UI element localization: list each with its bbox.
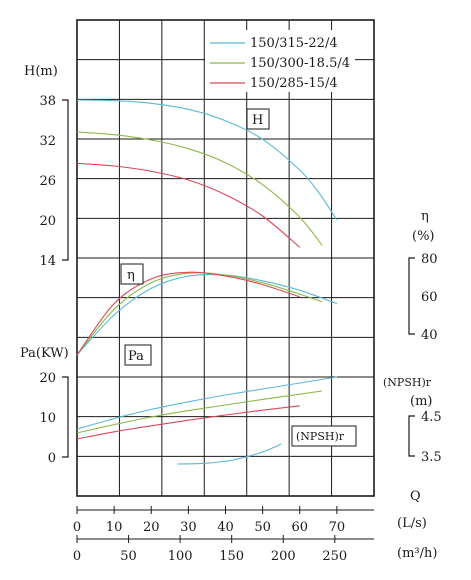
x-tick-label-m3h: 0 xyxy=(73,549,81,564)
power-tick-label: 10 xyxy=(39,411,56,426)
head-axis-ticks: 38 32 26 20 14 xyxy=(39,94,56,269)
x-tick-label-m3h: 100 xyxy=(168,549,193,564)
head-tick-label: 38 xyxy=(39,94,56,109)
power-curve-0 xyxy=(76,376,337,430)
power-tick-label: 20 xyxy=(39,371,56,386)
legend-label-2: 150/285-15/4 xyxy=(250,76,338,91)
plot-frame xyxy=(76,19,375,497)
x-axis-unit-ls: (L/s) xyxy=(397,516,427,531)
npsh-axis-unit: (m) xyxy=(410,394,432,409)
efficiency-curve-2 xyxy=(76,271,300,356)
efficiency-axis-unit: (%) xyxy=(412,229,435,244)
head-box-label: H xyxy=(246,108,270,130)
efficiency-axis-label: η xyxy=(421,209,429,224)
power-box-label: Pa xyxy=(124,344,152,366)
head-curve-0 xyxy=(76,99,338,221)
npsh-tick-label: 3.5 xyxy=(421,450,442,465)
efficiency-tick-label: 80 xyxy=(421,252,438,267)
efficiency-scale-bar xyxy=(408,257,415,335)
svg-text:H: H xyxy=(252,113,263,128)
head-tick-label: 32 xyxy=(39,134,56,149)
legend-label-1: 150/300-18.5/4 xyxy=(250,56,350,71)
x-axis-ticks-m3h: 0 50 100 150 200 250 xyxy=(73,535,347,564)
power-axis-ticks: 20 10 0 xyxy=(39,371,56,466)
legend: 150/315-22/4 150/300-18.5/4 150/285-15/4 xyxy=(205,30,355,92)
power-scale-bar xyxy=(62,376,69,458)
efficiency-tick-label: 40 xyxy=(421,328,438,343)
head-tick-label: 14 xyxy=(39,254,56,269)
npsh-curve xyxy=(177,443,282,465)
efficiency-curve-0 xyxy=(76,273,338,356)
head-tick-label: 26 xyxy=(39,174,56,189)
efficiency-curve-1 xyxy=(76,272,323,356)
npsh-axis-label: (NPSH)r xyxy=(383,376,432,389)
svg-text:(NPSH)r: (NPSH)r xyxy=(296,430,345,443)
svg-text:Pa: Pa xyxy=(128,349,144,364)
legend-label-0: 150/315-22/4 xyxy=(250,36,338,51)
svg-text:η: η xyxy=(127,268,135,283)
performance-curves xyxy=(76,99,338,465)
x-axis-unit-m3h: (m³/h) xyxy=(397,546,437,561)
x-tick-label-ls: 20 xyxy=(143,520,160,535)
x-tick-label-m3h: 250 xyxy=(322,549,347,564)
x-tick-label-ls: 40 xyxy=(217,520,234,535)
x-tick-label-ls: 10 xyxy=(106,520,123,535)
head-scale-bar xyxy=(62,99,69,261)
x-tick-label-m3h: 150 xyxy=(219,549,244,564)
x-tick-label-ls: 30 xyxy=(180,520,197,535)
power-curve-2 xyxy=(76,405,300,440)
x-tick-label-ls: 0 xyxy=(73,520,81,535)
power-curve-1 xyxy=(76,390,323,434)
x-axis-label-q: Q xyxy=(410,489,421,504)
x-tick-label-ls: 70 xyxy=(329,520,346,535)
x-tick-label-ls: 50 xyxy=(254,520,271,535)
efficiency-box-label: η xyxy=(120,263,144,285)
power-axis-label: Pa(KW) xyxy=(20,346,69,361)
npsh-box-label: (NPSH)r xyxy=(291,425,357,447)
npsh-axis-ticks: 4.5 3.5 xyxy=(421,410,442,465)
head-axis-label: H(m) xyxy=(24,64,58,79)
head-tick-label: 20 xyxy=(39,214,56,229)
head-curve-2 xyxy=(76,162,301,248)
x-axis-ticks-ls: 0 10 20 30 40 50 60 70 xyxy=(73,506,345,535)
x-tick-label-ls: 60 xyxy=(291,520,308,535)
head-curve-1 xyxy=(76,131,323,246)
npsh-tick-label: 4.5 xyxy=(421,410,442,425)
x-tick-label-m3h: 200 xyxy=(271,549,296,564)
x-tick-label-m3h: 50 xyxy=(120,549,137,564)
npsh-scale-bar xyxy=(408,415,415,457)
efficiency-axis-ticks: 80 60 40 xyxy=(421,252,438,343)
chart-grid xyxy=(77,20,374,496)
power-tick-label: 0 xyxy=(48,451,56,466)
efficiency-tick-label: 60 xyxy=(421,290,438,305)
